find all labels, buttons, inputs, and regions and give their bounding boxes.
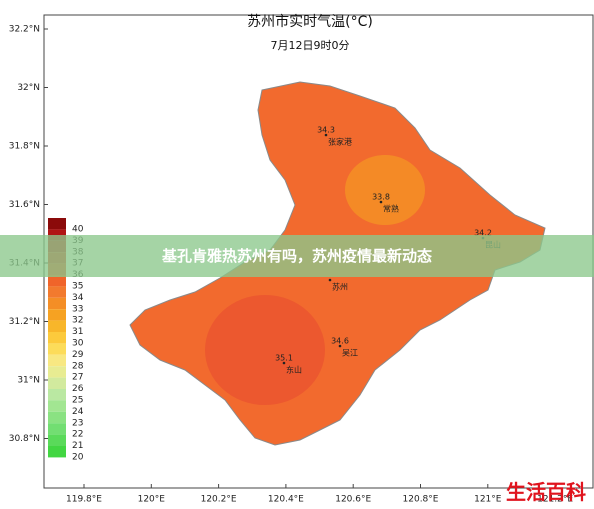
lat-label: 31°N xyxy=(17,376,40,386)
legend-label: 28 xyxy=(72,361,84,371)
station-name: 吴江 xyxy=(342,349,358,358)
lat-label: 31.6°N xyxy=(9,200,40,210)
lat-label: 31.2°N xyxy=(9,317,40,327)
legend-label: 24 xyxy=(72,407,84,417)
map-title: 苏州市实时气温(°C) xyxy=(247,13,373,30)
lat-label: 31.8°N xyxy=(9,142,40,152)
station-name: 苏州 xyxy=(332,282,348,292)
lon-label: 120.8°E xyxy=(403,495,439,505)
station-dot xyxy=(324,133,328,137)
lat-label: 32.2°N xyxy=(9,25,40,35)
legend-label: 27 xyxy=(72,373,83,383)
lon-label: 120.6°E xyxy=(335,495,371,505)
legend-label: 31 xyxy=(72,327,83,337)
lon-label: 121.2°E xyxy=(537,495,573,505)
station-temp: 34.3 xyxy=(317,126,335,135)
legend-label: 21 xyxy=(72,441,83,451)
lat-label: 32°N xyxy=(17,83,40,93)
legend-label: 40 xyxy=(72,225,84,235)
station-dot xyxy=(282,361,286,365)
station-temp: 34.2 xyxy=(474,229,492,238)
legend-swatch xyxy=(48,423,66,435)
legend-swatch xyxy=(48,446,66,458)
legend-swatch xyxy=(48,354,66,367)
legend-swatch xyxy=(48,286,66,298)
legend-label: 20 xyxy=(72,453,84,463)
legend-label: 26 xyxy=(72,384,84,394)
lat-label: 30.8°N xyxy=(9,434,40,444)
legend-swatch xyxy=(48,332,66,344)
lon-label: 119.8°E xyxy=(66,495,102,505)
legend-label: 22 xyxy=(72,430,83,440)
legend-label: 35 xyxy=(72,282,83,292)
legend-swatch xyxy=(48,320,66,332)
legend-label: 23 xyxy=(72,418,83,428)
station-name: 常熟 xyxy=(383,204,399,214)
lon-label: 120°E xyxy=(138,495,166,505)
lon-label: 120.2°E xyxy=(201,495,237,505)
station-temp: 35.1 xyxy=(275,354,293,363)
cool-zone xyxy=(345,155,425,225)
legend-label: 34 xyxy=(72,293,84,303)
map-subtitle: 7月12日9时0分 xyxy=(271,39,350,52)
legend-swatch xyxy=(48,218,66,230)
legend-swatch xyxy=(48,389,66,401)
legend-swatch xyxy=(48,411,66,424)
station-name: 张家港 xyxy=(328,137,352,147)
station-name: 东山 xyxy=(286,365,302,375)
legend-swatch xyxy=(48,377,66,389)
legend-label: 29 xyxy=(72,350,84,360)
station-temp: 33.8 xyxy=(372,193,390,202)
banner: 基孔肯雅热苏州有吗，苏州疫情最新动态 xyxy=(0,235,594,277)
hot-zone xyxy=(205,295,325,405)
legend-label: 32 xyxy=(72,316,83,326)
lon-label: 120.4°E xyxy=(268,495,304,505)
station-dot xyxy=(379,200,383,204)
legend-label: 25 xyxy=(72,396,83,406)
legend-label: 33 xyxy=(72,304,83,314)
legend-label: 30 xyxy=(72,339,84,349)
legend-swatch xyxy=(48,309,66,321)
station-dot xyxy=(338,344,342,348)
watermark: 生活百科 xyxy=(506,480,586,504)
legend-swatch xyxy=(48,366,66,378)
station-dot xyxy=(328,278,332,282)
legend-swatch xyxy=(48,297,66,310)
legend-swatch xyxy=(48,343,66,355)
legend-swatch xyxy=(48,434,66,446)
station-temp: 34.6 xyxy=(331,337,349,346)
legend-swatch xyxy=(48,275,66,287)
legend-swatch xyxy=(48,400,66,412)
lon-label: 121°E xyxy=(474,495,502,505)
